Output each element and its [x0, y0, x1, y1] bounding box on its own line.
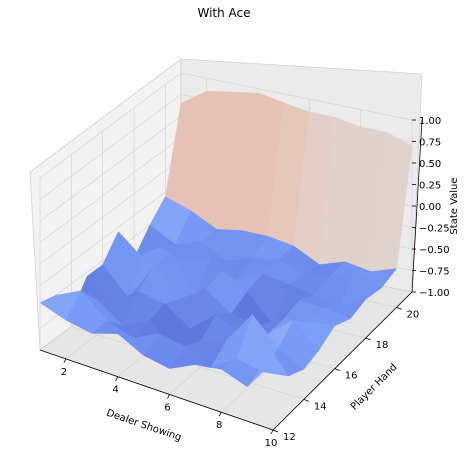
z-axis-line: [411, 119, 423, 293]
y-tick-label: 20: [407, 309, 420, 320]
x-axis-label: Dealer Showing: [105, 408, 183, 444]
ticks: 2 4 6 8 10 12 14 16 18 20 1.00 0.75 0.50 0.25 0.00 −0.2…: [61, 116, 450, 449]
chart-title: With Ace: [197, 6, 250, 20]
x-tick-label: 4: [112, 385, 118, 396]
gridline-z: [180, 72, 413, 121]
z-tick-label: −0.25: [419, 224, 450, 235]
z-tick-label: −1.00: [419, 288, 450, 299]
surface-patch: [246, 352, 289, 387]
x-tick-label: 6: [164, 402, 170, 413]
y-tick: [396, 306, 402, 310]
x-tick-label: 10: [265, 438, 278, 449]
y-tick: [365, 337, 371, 341]
y-axis-line: [272, 291, 413, 431]
gridline-z-left: [39, 115, 182, 222]
x-tick: [270, 429, 274, 435]
z-tick-label: −0.50: [419, 245, 450, 256]
y-tick: [303, 398, 310, 402]
z-tick-label: 0.75: [419, 138, 441, 149]
axes: [39, 119, 423, 431]
y-tick-label: 18: [376, 340, 389, 351]
y-tick: [334, 368, 340, 372]
y-tick: [272, 429, 279, 433]
gridline-z-left: [39, 158, 182, 265]
gridline-z-left: [39, 180, 182, 286]
z-tick-label: 1.00: [419, 116, 441, 127]
gridline-z-left: [39, 72, 182, 179]
y-axis-label: Player Hand: [349, 362, 400, 413]
gridline-z-left: [39, 94, 182, 200]
x-tick: [115, 376, 119, 381]
z-tick-label: 0.25: [419, 181, 441, 192]
x-tick: [63, 358, 67, 364]
x-tick: [218, 412, 222, 417]
x-axis-line: [39, 349, 274, 431]
z-tick-label: 0.00: [419, 202, 441, 213]
y-tick-label: 16: [345, 371, 358, 382]
gridline-z-left: [39, 137, 182, 243]
x-tick-label: 8: [216, 420, 222, 431]
surface: [39, 90, 413, 387]
z-tick-label: 0.50: [419, 159, 441, 170]
z-axis-label: State Value: [449, 177, 460, 234]
y-tick-label: 14: [314, 401, 327, 412]
y-tick-label: 12: [283, 432, 296, 443]
x-tick-label: 2: [61, 367, 67, 378]
x-tick: [167, 394, 170, 399]
z-tick-label: −0.75: [419, 267, 450, 278]
